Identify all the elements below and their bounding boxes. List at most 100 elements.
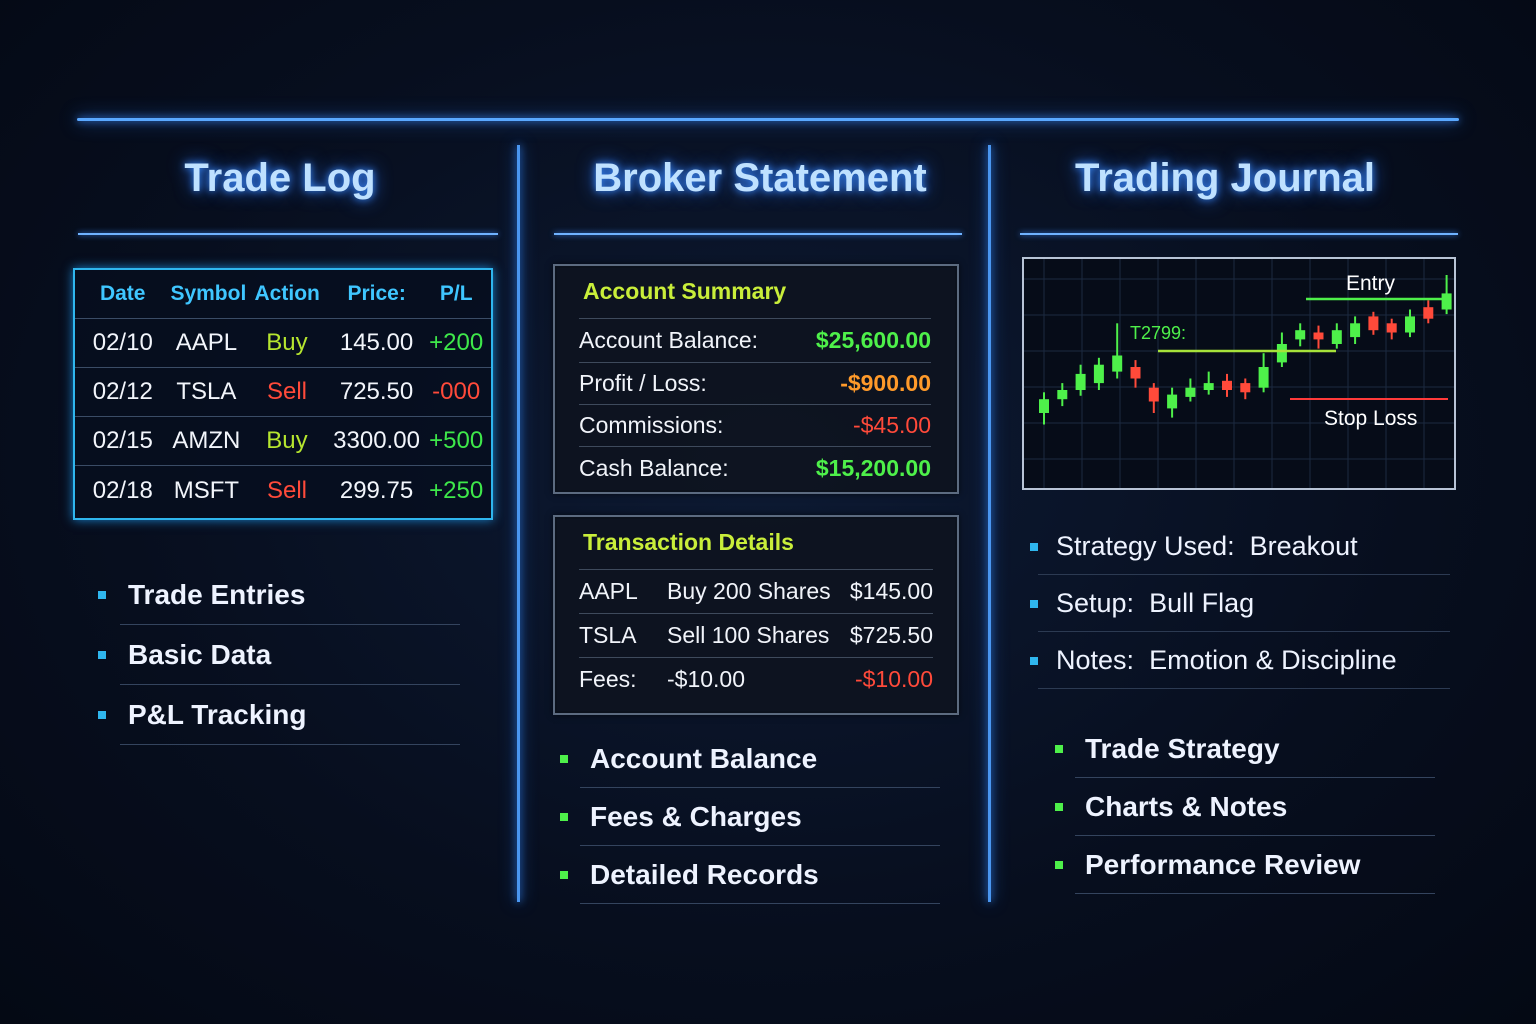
note-value: Emotion & Discipline <box>1149 645 1397 675</box>
list-item: Trade Entries <box>98 565 460 625</box>
table-row: 02/18 MSFT Sell 299.75 +250 <box>75 466 491 515</box>
feature-label: Charts & Notes <box>1085 791 1288 822</box>
candle-down <box>1423 307 1434 319</box>
feature-label: Fees & Charges <box>590 801 802 832</box>
note-label: Notes: <box>1056 645 1135 675</box>
transaction-symbol: Fees: <box>579 666 637 692</box>
row-date: 02/10 <box>92 329 153 356</box>
candle-up <box>1276 344 1287 363</box>
list-item: Account Balance <box>560 730 940 788</box>
table-row: 02/15 AMZN Buy 3300.00 +500 <box>75 417 491 466</box>
transaction-amount: -$10.00 <box>854 666 933 692</box>
summary-label: Cash Balance: <box>579 455 729 481</box>
item-rule <box>120 744 460 745</box>
candle-up <box>1112 355 1123 372</box>
candle-up <box>1093 364 1104 384</box>
transaction-amount: $725.50 <box>849 622 933 648</box>
account-summary-panel: Account Summary Account Balance: $25,600… <box>553 264 959 494</box>
summary-value: $25,600.00 <box>815 327 931 353</box>
list-item: Detailed Records <box>560 846 940 904</box>
list-item: Notes: Emotion & Discipline <box>1030 632 1450 689</box>
transaction-symbol: TSLA <box>579 622 637 648</box>
item-rule <box>1038 631 1450 632</box>
row-pl: +250 <box>429 476 484 504</box>
candlestick-chart: Entry Stop Loss T2799: <box>1022 257 1456 490</box>
candle-up <box>1075 373 1086 390</box>
bullet-icon <box>560 755 568 763</box>
row-date: 02/12 <box>92 378 153 405</box>
broker-statement-title: Broker Statement <box>593 156 927 200</box>
bullet-icon <box>1030 542 1038 551</box>
row-symbol: TSLA <box>176 378 237 405</box>
feature-label: Account Balance <box>590 743 818 774</box>
row-price: 3300.00 <box>333 427 420 454</box>
candle-down <box>1222 380 1232 390</box>
bullet-icon <box>1055 745 1063 753</box>
item-rule <box>1075 893 1435 894</box>
candle-up <box>1405 316 1415 333</box>
note-label: Strategy Used: <box>1056 531 1235 561</box>
candle-up <box>1295 330 1306 340</box>
candle-up <box>1039 399 1049 413</box>
transaction-symbol: AAPL <box>579 578 638 604</box>
feature-label: Performance Review <box>1085 849 1361 880</box>
row-price: 725.50 <box>339 378 414 405</box>
row-pl: -000 <box>432 378 481 405</box>
transaction-row: TSLA Sell 100 Shares $725.50 <box>579 613 933 657</box>
item-rule <box>580 787 940 788</box>
feature-label: Detailed Records <box>590 859 819 890</box>
candle-up <box>1441 293 1452 310</box>
item-rule <box>1075 777 1435 778</box>
candle-up <box>1203 383 1214 390</box>
header-price: Price: <box>347 282 406 305</box>
row-symbol: MSFT <box>173 476 240 504</box>
row-pl: +500 <box>429 427 484 454</box>
summary-value: -$900.00 <box>840 370 931 396</box>
transaction-details-panel: Transaction Details AAPL Buy 200 Shares … <box>553 515 959 715</box>
row-pl: +200 <box>429 329 484 356</box>
row-date: 02/15 <box>92 427 153 454</box>
bullet-icon <box>560 871 568 879</box>
summary-label: Commissions: <box>579 412 724 438</box>
bullet-icon <box>1030 599 1038 608</box>
item-rule <box>1038 574 1450 575</box>
feature-label: Basic Data <box>128 639 272 670</box>
bullet-icon <box>98 651 106 659</box>
broker-title-rule <box>554 233 962 235</box>
list-item: Trade Strategy <box>1055 720 1435 778</box>
row-price: 299.75 <box>339 476 414 504</box>
row-symbol: AAPL <box>175 329 238 356</box>
transaction-details-title: Transaction Details <box>583 529 794 555</box>
candle-up <box>1167 394 1178 409</box>
row-date: 02/18 <box>92 476 153 504</box>
summary-row: Cash Balance: $15,200.00 <box>579 446 931 490</box>
item-rule <box>1075 835 1435 836</box>
entry-label: Entry <box>1346 272 1396 295</box>
item-rule <box>120 684 460 685</box>
transaction-row: AAPL Buy 200 Shares $145.00 <box>579 569 933 613</box>
list-item: Setup: Bull Flag <box>1030 575 1450 632</box>
row-price: 145.00 <box>339 329 414 356</box>
row-action: Sell <box>266 378 307 405</box>
summary-value: -$45.00 <box>852 412 931 438</box>
row-action: Buy <box>266 427 308 454</box>
top-divider <box>77 118 1459 121</box>
bullet-icon <box>1055 803 1063 811</box>
note-label: Setup: <box>1056 588 1135 618</box>
item-rule <box>580 903 940 904</box>
bullet-icon <box>98 591 106 599</box>
column-divider-left <box>517 145 520 902</box>
stop-loss-label: Stop Loss <box>1324 407 1417 430</box>
candles-group <box>1039 275 1452 425</box>
broker-features: Account Balance Fees & Charges Detailed … <box>560 730 940 904</box>
trade-log-title: Trade Log <box>184 156 376 200</box>
list-item: Strategy Used: Breakout <box>1030 518 1450 575</box>
bullet-icon <box>1030 656 1038 665</box>
candle-up <box>1057 390 1068 400</box>
transaction-desc: -$10.00 <box>667 666 746 692</box>
transaction-row: Fees: -$10.00 -$10.00 <box>579 657 933 701</box>
candle-up <box>1331 330 1342 344</box>
candle-down <box>1313 332 1324 340</box>
account-summary-title: Account Summary <box>583 278 787 304</box>
chart-grid <box>1024 259 1454 488</box>
